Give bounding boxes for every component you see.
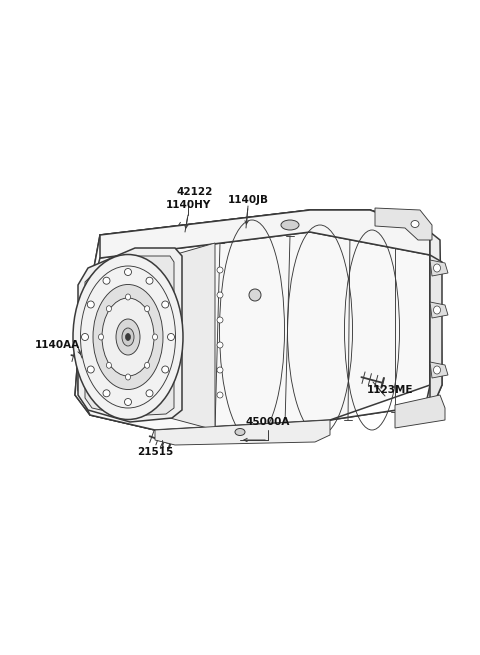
Ellipse shape [107, 362, 111, 368]
Polygon shape [75, 210, 440, 430]
Polygon shape [375, 208, 432, 240]
Ellipse shape [146, 277, 153, 284]
Text: 1140AA: 1140AA [35, 340, 80, 350]
Ellipse shape [125, 374, 131, 380]
Ellipse shape [217, 267, 223, 273]
Ellipse shape [168, 333, 175, 341]
Ellipse shape [102, 298, 154, 376]
Ellipse shape [122, 328, 134, 346]
Polygon shape [430, 302, 448, 318]
Ellipse shape [433, 366, 441, 374]
Ellipse shape [87, 301, 94, 308]
Ellipse shape [217, 367, 223, 373]
Ellipse shape [217, 317, 223, 323]
Ellipse shape [107, 306, 111, 312]
Ellipse shape [124, 269, 132, 276]
Polygon shape [78, 232, 430, 430]
Ellipse shape [162, 301, 169, 308]
Ellipse shape [281, 220, 299, 230]
Ellipse shape [103, 390, 110, 397]
Polygon shape [170, 243, 215, 430]
Ellipse shape [153, 334, 157, 340]
Ellipse shape [124, 398, 132, 405]
Ellipse shape [433, 306, 441, 314]
Ellipse shape [217, 292, 223, 298]
Polygon shape [430, 255, 442, 408]
Ellipse shape [144, 306, 150, 312]
Ellipse shape [433, 264, 441, 272]
Ellipse shape [87, 366, 94, 373]
Text: 42122: 42122 [177, 187, 213, 197]
Ellipse shape [249, 289, 261, 301]
Polygon shape [430, 362, 448, 378]
Ellipse shape [73, 255, 183, 419]
Ellipse shape [82, 333, 88, 341]
Ellipse shape [146, 390, 153, 397]
Polygon shape [430, 260, 448, 276]
Ellipse shape [116, 319, 140, 355]
Ellipse shape [162, 366, 169, 373]
Polygon shape [155, 420, 330, 445]
Text: 1140HY: 1140HY [166, 200, 211, 210]
Ellipse shape [144, 362, 150, 368]
Text: 1140JB: 1140JB [228, 195, 268, 205]
Text: 21515: 21515 [137, 447, 173, 457]
Ellipse shape [235, 428, 245, 436]
Ellipse shape [217, 342, 223, 348]
Ellipse shape [125, 333, 131, 341]
Ellipse shape [217, 392, 223, 398]
Ellipse shape [411, 221, 419, 227]
Polygon shape [425, 232, 442, 408]
Text: 45000A: 45000A [246, 417, 290, 427]
Polygon shape [395, 395, 445, 428]
Polygon shape [75, 210, 440, 430]
Ellipse shape [103, 277, 110, 284]
Text: 1123ME: 1123ME [367, 385, 413, 395]
Ellipse shape [125, 294, 131, 300]
Polygon shape [78, 248, 182, 422]
Ellipse shape [93, 284, 163, 390]
Polygon shape [85, 256, 174, 416]
Polygon shape [100, 210, 430, 258]
Ellipse shape [98, 334, 104, 340]
